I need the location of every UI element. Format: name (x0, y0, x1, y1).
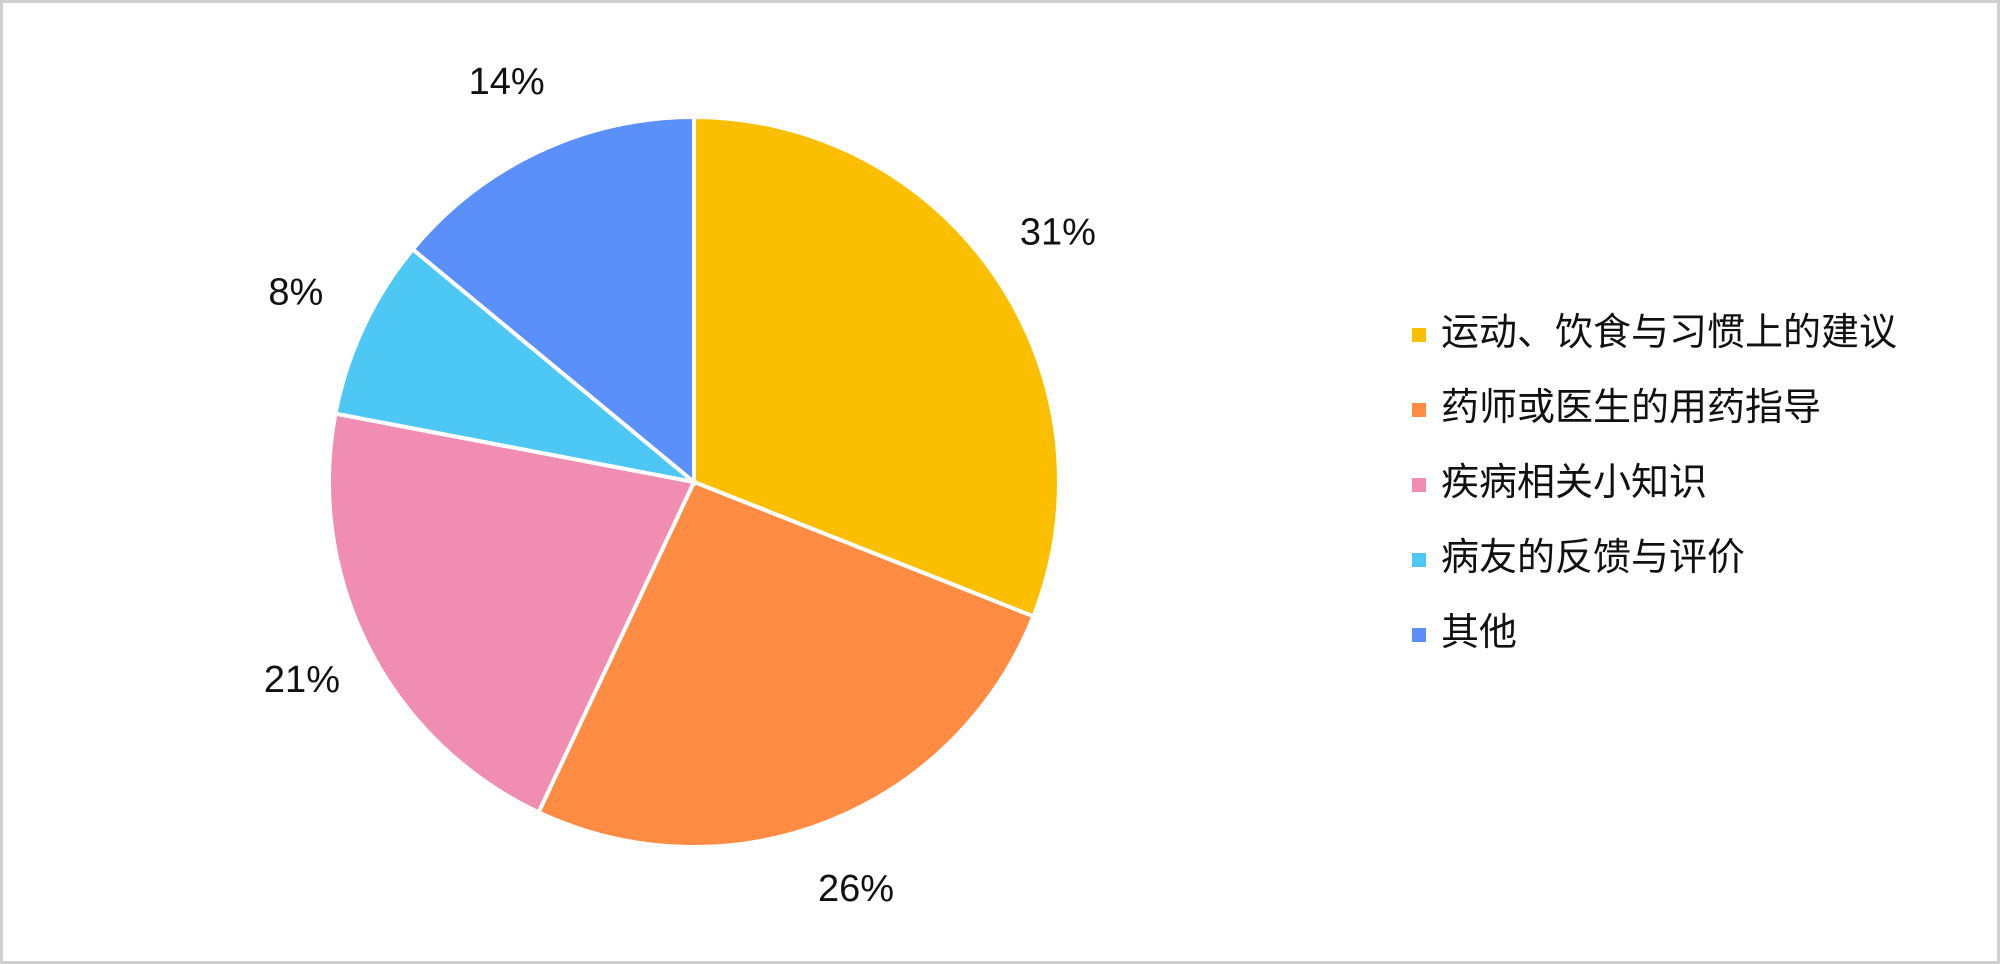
legend-marker (1412, 553, 1426, 567)
pie-slice (535, 479, 1036, 849)
legend-marker (1412, 403, 1426, 417)
legend-label: 疾病相关小知识 (1441, 462, 1707, 504)
data-label: 14% (469, 61, 545, 103)
data-label: 21% (264, 659, 340, 701)
pie-slice (333, 246, 696, 484)
legend-label: 其他 (1441, 612, 1517, 654)
pie-slice (409, 114, 696, 487)
legend-marker (1412, 478, 1426, 492)
data-label: 26% (818, 868, 894, 910)
pie-slice (692, 114, 1061, 619)
legend-marker (1412, 328, 1426, 342)
legend-label: 药师或医生的用药指导 (1441, 387, 1821, 429)
pie-slice (327, 411, 697, 815)
legend-marker (1412, 628, 1426, 642)
data-label: 31% (1020, 212, 1096, 254)
legend-label: 病友的反馈与评价 (1441, 537, 1745, 579)
data-label: 8% (268, 272, 323, 314)
legend-label: 运动、饮食与习惯上的建议 (1441, 312, 1897, 354)
